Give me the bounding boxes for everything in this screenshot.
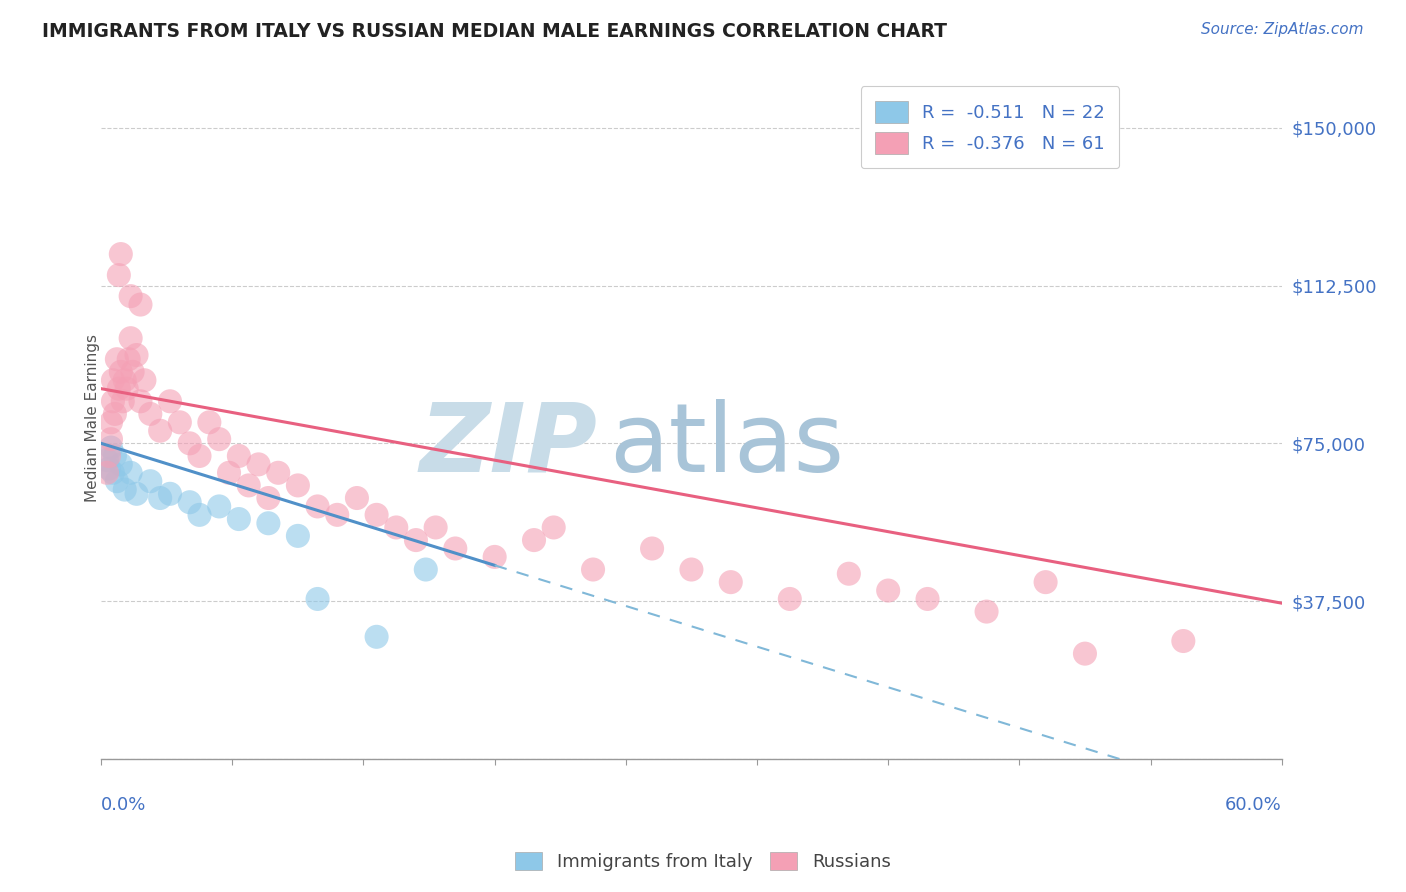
Point	[681, 562, 703, 576]
Point	[179, 436, 201, 450]
Point	[267, 466, 290, 480]
Point	[218, 466, 240, 480]
Point	[228, 512, 250, 526]
Point	[385, 520, 408, 534]
Legend: Immigrants from Italy, Russians: Immigrants from Italy, Russians	[508, 845, 898, 879]
Point	[159, 394, 181, 409]
Point	[582, 562, 605, 576]
Point	[641, 541, 664, 556]
Point	[96, 466, 118, 480]
Text: 0.0%: 0.0%	[101, 797, 146, 814]
Point	[247, 458, 270, 472]
Point	[444, 541, 467, 556]
Point	[523, 533, 546, 547]
Point	[543, 520, 565, 534]
Point	[110, 365, 132, 379]
Point	[139, 407, 162, 421]
Point	[110, 247, 132, 261]
Point	[134, 373, 156, 387]
Point	[326, 508, 349, 522]
Point	[1074, 647, 1097, 661]
Text: IMMIGRANTS FROM ITALY VS RUSSIAN MEDIAN MALE EARNINGS CORRELATION CHART: IMMIGRANTS FROM ITALY VS RUSSIAN MEDIAN …	[42, 22, 948, 41]
Point	[101, 373, 124, 387]
Point	[198, 415, 221, 429]
Point	[129, 394, 152, 409]
Point	[149, 424, 172, 438]
Point	[120, 466, 142, 480]
Point	[257, 491, 280, 505]
Point	[366, 508, 388, 522]
Point	[169, 415, 191, 429]
Point	[238, 478, 260, 492]
Point	[100, 432, 122, 446]
Point	[96, 453, 118, 467]
Text: atlas: atlas	[609, 399, 844, 491]
Point	[307, 500, 329, 514]
Point	[108, 268, 131, 282]
Text: ZIP: ZIP	[419, 399, 598, 491]
Point	[917, 591, 939, 606]
Text: 60.0%: 60.0%	[1225, 797, 1282, 814]
Point	[98, 461, 121, 475]
Point	[121, 365, 143, 379]
Point	[159, 487, 181, 501]
Point	[104, 407, 127, 421]
Point	[1035, 575, 1057, 590]
Point	[287, 529, 309, 543]
Point	[484, 549, 506, 564]
Point	[346, 491, 368, 505]
Y-axis label: Median Male Earnings: Median Male Earnings	[86, 334, 100, 502]
Point	[179, 495, 201, 509]
Point	[366, 630, 388, 644]
Point	[228, 449, 250, 463]
Point	[139, 474, 162, 488]
Point	[188, 449, 211, 463]
Point	[118, 352, 141, 367]
Point	[125, 487, 148, 501]
Point	[405, 533, 427, 547]
Point	[720, 575, 742, 590]
Point	[307, 591, 329, 606]
Point	[125, 348, 148, 362]
Point	[287, 478, 309, 492]
Text: Source: ZipAtlas.com: Source: ZipAtlas.com	[1201, 22, 1364, 37]
Point	[129, 297, 152, 311]
Point	[111, 394, 134, 409]
Point	[98, 449, 121, 463]
Point	[120, 331, 142, 345]
Legend: R =  -0.511   N = 22, R =  -0.376   N = 61: R = -0.511 N = 22, R = -0.376 N = 61	[860, 87, 1119, 169]
Point	[1173, 634, 1195, 648]
Point	[120, 289, 142, 303]
Point	[415, 562, 437, 576]
Point	[104, 449, 127, 463]
Point	[877, 583, 900, 598]
Point	[101, 394, 124, 409]
Point	[838, 566, 860, 581]
Point	[257, 516, 280, 531]
Point	[115, 382, 138, 396]
Point	[114, 373, 136, 387]
Point	[976, 605, 998, 619]
Point	[105, 474, 128, 488]
Point	[425, 520, 447, 534]
Point	[779, 591, 801, 606]
Point	[101, 466, 124, 480]
Point	[100, 415, 122, 429]
Point	[110, 458, 132, 472]
Point	[108, 382, 131, 396]
Point	[208, 500, 231, 514]
Point	[188, 508, 211, 522]
Point	[114, 483, 136, 497]
Point	[149, 491, 172, 505]
Point	[100, 441, 122, 455]
Point	[105, 352, 128, 367]
Point	[208, 432, 231, 446]
